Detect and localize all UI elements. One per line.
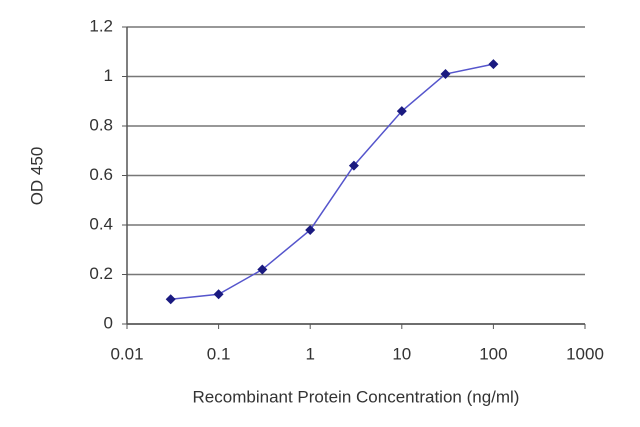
x-tick-label: 1000: [566, 344, 604, 363]
line: [170, 63, 494, 300]
y-axis-label: OD 450: [27, 147, 46, 206]
y-tick-label: 1: [104, 66, 113, 85]
marker: [213, 289, 224, 300]
y-tick-label: 0.8: [89, 115, 113, 134]
y-tick-label: 0.6: [89, 165, 113, 184]
x-tick-label: 0.01: [110, 344, 143, 363]
marker: [257, 264, 268, 275]
marker: [305, 224, 316, 235]
marker: [165, 294, 176, 305]
marker: [488, 59, 499, 70]
x-axis-label: Recombinant Protein Concentration (ng/ml…: [193, 387, 520, 406]
x-tick-label: 1: [305, 344, 314, 363]
y-tick-label: 0: [104, 313, 113, 332]
marker: [440, 69, 451, 80]
y-tick-label: 0.2: [89, 264, 113, 283]
y-tick-label: 1.2: [89, 16, 113, 35]
x-tick-label: 100: [479, 344, 507, 363]
x-tick-label: 0.1: [207, 344, 231, 363]
x-tick-label: 10: [392, 344, 411, 363]
marker: [396, 106, 407, 117]
marker: [348, 160, 359, 171]
y-tick-label: 0.4: [89, 214, 113, 233]
